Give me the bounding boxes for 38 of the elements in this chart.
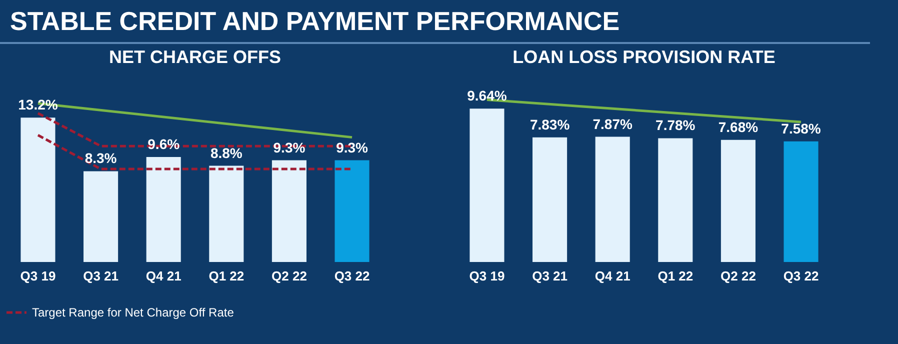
data-label: 8.8% xyxy=(210,144,243,161)
bar xyxy=(84,171,118,262)
bar xyxy=(146,157,181,262)
bar xyxy=(470,108,504,262)
legend-label: Target Range for Net Charge Off Rate xyxy=(32,306,234,320)
data-label: 8.3% xyxy=(84,150,118,166)
bar xyxy=(209,166,244,262)
bar xyxy=(532,137,568,262)
x-tick-label: Q3 21 xyxy=(532,268,568,284)
data-label: 9.3% xyxy=(336,139,369,156)
x-tick-label: Q3 22 xyxy=(334,268,370,284)
x-tick-label: Q4 21 xyxy=(146,268,182,284)
x-tick-label: Q3 21 xyxy=(83,268,118,284)
bar xyxy=(784,141,818,262)
data-label: 7.87% xyxy=(592,116,633,132)
chart-subtitle: NET CHARGE OFFS xyxy=(108,47,282,67)
bar xyxy=(595,136,630,262)
data-label: 13.2% xyxy=(18,96,58,113)
bar xyxy=(658,138,693,262)
x-tick-label: Q3 19 xyxy=(20,268,56,284)
x-tick-label: Q2 22 xyxy=(720,268,756,284)
x-tick-label: Q1 22 xyxy=(658,268,694,284)
bar xyxy=(20,118,56,262)
x-tick-label: Q4 21 xyxy=(594,268,630,284)
bar xyxy=(334,160,370,262)
bar xyxy=(272,160,306,262)
data-label: 7.78% xyxy=(656,117,696,134)
data-label: 7.68% xyxy=(718,118,759,135)
data-label: 9.64% xyxy=(467,88,508,104)
data-label: 7.83% xyxy=(530,116,570,132)
x-tick-label: Q3 22 xyxy=(783,268,819,284)
data-label: 7.58% xyxy=(781,120,822,136)
x-tick-label: Q2 22 xyxy=(272,268,307,284)
chart-subtitle: LOAN LOSS PROVISION RATE xyxy=(512,47,776,67)
bar xyxy=(720,140,756,262)
x-tick-label: Q1 22 xyxy=(208,268,244,284)
chart-title: STABLE CREDIT AND PAYMENT PERFORMANCE xyxy=(0,0,870,44)
x-tick-label: Q3 19 xyxy=(469,268,505,284)
